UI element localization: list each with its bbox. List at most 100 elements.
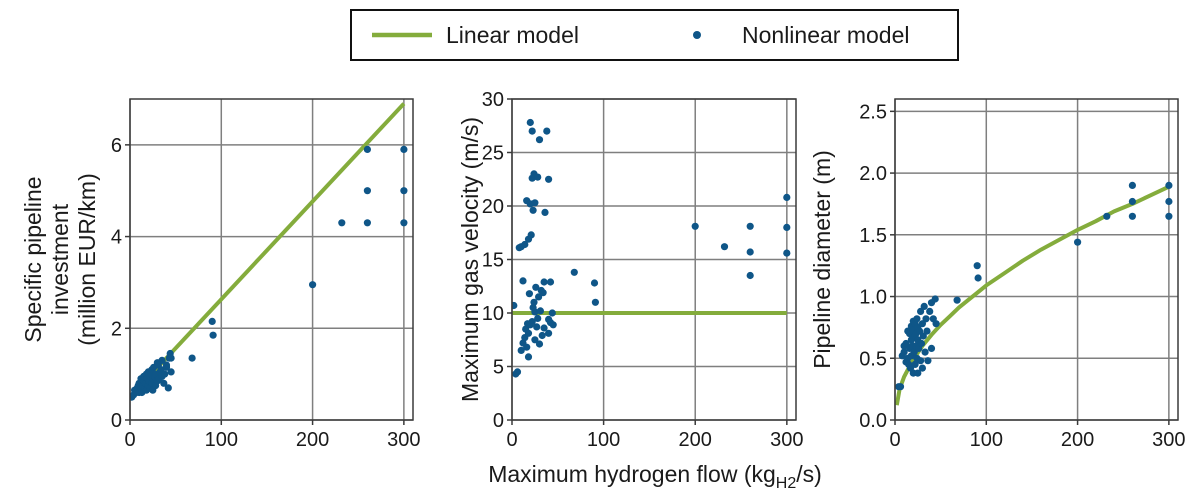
y-axis-title-line: Pipeline diameter (m) <box>809 150 835 369</box>
data-point <box>918 364 927 372</box>
data-point <box>167 354 175 362</box>
data-point <box>1128 212 1136 220</box>
y-tick-label: 4 <box>111 227 122 249</box>
data-point <box>917 357 925 365</box>
data-point <box>338 219 346 227</box>
data-point <box>161 370 169 378</box>
data-point <box>570 268 578 276</box>
y-tick-label: 0.5 <box>859 348 887 370</box>
x-tick-label: 200 <box>296 429 329 451</box>
legend-nonlinear-label: Nonlinear model <box>742 22 909 48</box>
y-axis-title-line: investment <box>47 203 73 315</box>
data-point <box>548 309 556 317</box>
data-point <box>926 307 934 315</box>
data-point <box>543 127 551 135</box>
shared-x-axis-title: Maximum hydrogen flow (kgH2/s) <box>488 461 822 492</box>
x-tick-label: 200 <box>679 429 712 451</box>
data-point <box>400 219 408 227</box>
data-point <box>1128 181 1136 189</box>
data-point <box>917 307 925 315</box>
data-point <box>188 354 196 362</box>
data-point <box>164 384 172 392</box>
y-tick-label: 30 <box>482 89 504 111</box>
data-point <box>529 206 537 214</box>
data-point <box>549 321 557 329</box>
data-point <box>538 331 546 340</box>
data-point <box>535 136 544 144</box>
data-point <box>1165 212 1173 220</box>
data-point <box>932 320 940 328</box>
data-point <box>920 302 928 310</box>
data-point <box>931 295 939 303</box>
data-point <box>545 329 553 337</box>
data-point <box>162 361 171 369</box>
y-tick-label: 25 <box>482 143 504 165</box>
data-point <box>540 278 548 286</box>
legend: Linear model Nonlinear model <box>350 9 959 61</box>
data-point <box>309 281 317 289</box>
data-point <box>783 193 791 201</box>
data-point <box>539 289 547 297</box>
data-point <box>533 323 541 331</box>
y-tick-label: 2.5 <box>859 101 887 123</box>
data-point <box>531 336 539 344</box>
x-tick-label: 300 <box>770 429 803 451</box>
y-axis-title-line: (million EUR/km) <box>74 173 100 346</box>
data-point <box>534 314 542 322</box>
data-point <box>973 262 981 270</box>
data-point <box>924 357 932 365</box>
data-point <box>1074 238 1082 246</box>
data-point <box>783 249 791 257</box>
data-point <box>524 353 533 361</box>
data-point <box>917 339 926 348</box>
data-point <box>953 296 961 304</box>
y-tick-label: 0.0 <box>859 410 887 432</box>
linear-model-line <box>130 102 406 399</box>
data-point <box>534 173 542 181</box>
data-point <box>913 315 921 323</box>
data-point <box>927 344 936 352</box>
x-tick-label: 0 <box>889 429 900 451</box>
data-point <box>400 145 408 153</box>
x-tick-label: 0 <box>124 429 135 451</box>
chart-panel-diameter: 0 100 200 300 0.0 0.5 1.0 1.5 2.0 2.5 Pipeline dia… <box>809 98 1186 451</box>
data-point <box>524 329 533 337</box>
x-tick-label: 100 <box>970 429 1003 451</box>
data-point <box>208 317 216 325</box>
x-tick-label: 200 <box>1061 429 1094 451</box>
data-point <box>590 279 599 287</box>
data-point <box>922 315 930 323</box>
y-tick-label: 1.0 <box>859 287 887 309</box>
data-point <box>523 343 531 351</box>
chart-panel-investment: 0 100 200 300 0 2 4 6 Specific pipelineinvestmen… <box>20 98 421 451</box>
data-point <box>914 369 922 377</box>
x-tick-label: 300 <box>387 429 420 451</box>
data-point <box>517 346 525 354</box>
data-point <box>541 208 549 216</box>
data-point <box>531 308 539 316</box>
y-axis-title-diameter: Pipeline diameter (m) <box>809 150 835 369</box>
x-tick-label: 300 <box>1152 429 1185 451</box>
data-point <box>546 278 555 286</box>
data-point <box>923 327 931 335</box>
x-tick-label: 0 <box>506 429 517 451</box>
data-point <box>158 356 166 364</box>
data-point <box>513 368 522 376</box>
linear-model-line <box>895 184 1170 406</box>
data-point <box>531 199 539 207</box>
data-point <box>916 327 924 335</box>
y-axis-title-line: Maximum gas velocity (m/s) <box>457 117 483 402</box>
data-point <box>746 248 754 256</box>
data-point <box>525 290 534 298</box>
data-point <box>720 243 729 251</box>
data-point <box>545 175 553 183</box>
data-point <box>591 298 600 306</box>
data-point <box>911 360 919 368</box>
y-tick-label: 5 <box>493 357 504 379</box>
legend-frame <box>350 9 959 61</box>
x-axis-title-end: /s) <box>796 461 822 487</box>
y-tick-label: 10 <box>482 303 504 325</box>
chart-panel-velocity: 0 100 200 300 0 5 10 15 20 25 30 Maximum gas veloci… <box>457 89 804 451</box>
data-point <box>519 277 527 285</box>
